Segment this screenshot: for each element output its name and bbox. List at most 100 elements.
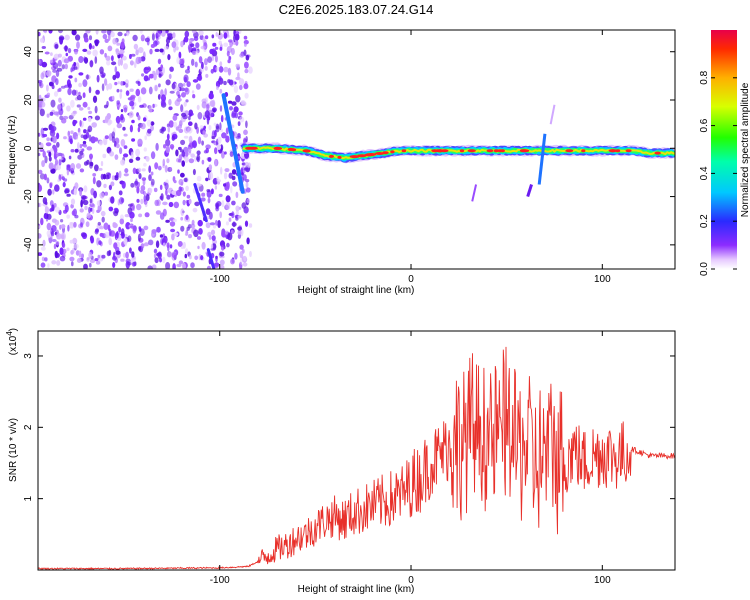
noise-speck <box>40 217 44 226</box>
noise-speck <box>184 87 190 95</box>
noise-speck <box>56 260 61 266</box>
noise-speck <box>204 35 209 40</box>
noise-speck <box>226 50 230 57</box>
noise-speck <box>144 212 150 218</box>
noise-speck <box>72 237 78 245</box>
noise-speck <box>193 229 199 238</box>
noise-speck <box>115 172 119 177</box>
spectrogram-panel: -100 0 100 -40 -20 0 20 40 Height of straight l… <box>7 29 676 296</box>
ridge-hotspot <box>367 153 377 156</box>
noise-speck <box>47 188 52 196</box>
noise-speck <box>183 76 188 83</box>
noise-speck <box>183 177 188 183</box>
noise-speck <box>125 90 130 96</box>
noise-speck <box>203 125 206 130</box>
noise-speck <box>143 75 149 82</box>
spectrogram-xlabel: Height of straight line (km) <box>298 285 415 296</box>
noise-speck <box>61 234 65 240</box>
noise-speck <box>180 87 186 92</box>
noise-speck <box>135 49 139 56</box>
noise-speck <box>162 242 166 247</box>
noise-speck <box>42 97 46 102</box>
noise-speck <box>66 193 71 197</box>
noise-speck <box>172 218 177 223</box>
noise-speck <box>176 97 182 102</box>
noise-speck <box>140 87 147 95</box>
noise-speck <box>122 252 127 258</box>
noise-speck <box>99 232 104 237</box>
noise-speck <box>119 147 123 155</box>
noise-speck <box>42 133 48 138</box>
noise-speck <box>201 159 205 165</box>
noise-speck <box>129 111 134 118</box>
noise-speck <box>175 126 180 131</box>
noise-speck <box>119 116 126 123</box>
ridge-hotspot <box>287 148 295 151</box>
figure-title: C2E6.2025.183.07.24.G14 <box>279 2 434 17</box>
noise-speck <box>75 135 79 140</box>
noise-speck <box>114 66 118 73</box>
noise-speck <box>143 242 149 247</box>
noise-speck <box>188 146 192 154</box>
noise-speck <box>214 46 219 50</box>
noise-speck <box>148 105 153 113</box>
y-tick-label: 40 <box>23 46 34 58</box>
noise-speck <box>219 251 225 257</box>
noise-speck <box>135 88 141 97</box>
noise-speck <box>133 61 137 69</box>
noise-speck <box>194 61 198 68</box>
noise-speck <box>55 241 60 246</box>
noise-speck <box>215 205 220 212</box>
noise-speck <box>143 225 149 231</box>
noise-speck <box>214 185 218 190</box>
noise-speck <box>186 81 191 88</box>
noise-speck <box>89 153 93 160</box>
noise-speck <box>69 222 74 226</box>
noise-speck <box>83 129 87 134</box>
noise-speck <box>120 258 125 262</box>
side-streak <box>526 184 533 198</box>
noise-speck <box>193 36 199 42</box>
svg-text:(x104): (x104) <box>5 328 19 355</box>
noise-speck <box>182 191 186 197</box>
chirp-streak <box>206 248 216 269</box>
noise-speck <box>53 146 58 154</box>
noise-speck <box>120 228 125 236</box>
noise-speck <box>104 115 109 124</box>
noise-speck <box>123 63 128 70</box>
noise-speck <box>102 33 108 40</box>
noise-speck <box>111 55 114 62</box>
noise-speck <box>234 33 240 41</box>
noise-speck <box>205 208 211 216</box>
noise-speck <box>125 251 129 259</box>
noise-speck <box>114 154 119 160</box>
noise-speck <box>231 175 236 181</box>
noise-speck <box>46 177 50 184</box>
noise-speck <box>171 83 176 90</box>
noise-speck <box>108 184 112 191</box>
noise-speck <box>165 219 170 223</box>
noise-speck <box>95 228 99 233</box>
noise-speck <box>143 162 147 167</box>
noise-speck <box>205 222 211 229</box>
noise-speck <box>219 211 222 219</box>
noise-speck <box>78 91 81 96</box>
noise-speck <box>214 55 218 63</box>
spectral-ridge <box>239 142 675 164</box>
noise-speck <box>183 101 187 107</box>
noise-speck <box>243 35 248 40</box>
noise-speck <box>108 228 112 237</box>
noise-speck <box>148 86 153 95</box>
noise-speck <box>140 198 144 205</box>
ridge-hotspot <box>486 149 494 153</box>
noise-speck <box>82 79 88 87</box>
x-tick-label: 100 <box>594 274 611 285</box>
noise-speck <box>204 66 208 71</box>
noise-speck <box>211 34 215 39</box>
noise-speck <box>228 56 232 61</box>
noise-speck <box>219 259 225 266</box>
noise-speck <box>74 77 78 83</box>
noise-speck <box>75 163 82 169</box>
noise-speck <box>56 132 60 140</box>
noise-speck <box>67 83 72 89</box>
